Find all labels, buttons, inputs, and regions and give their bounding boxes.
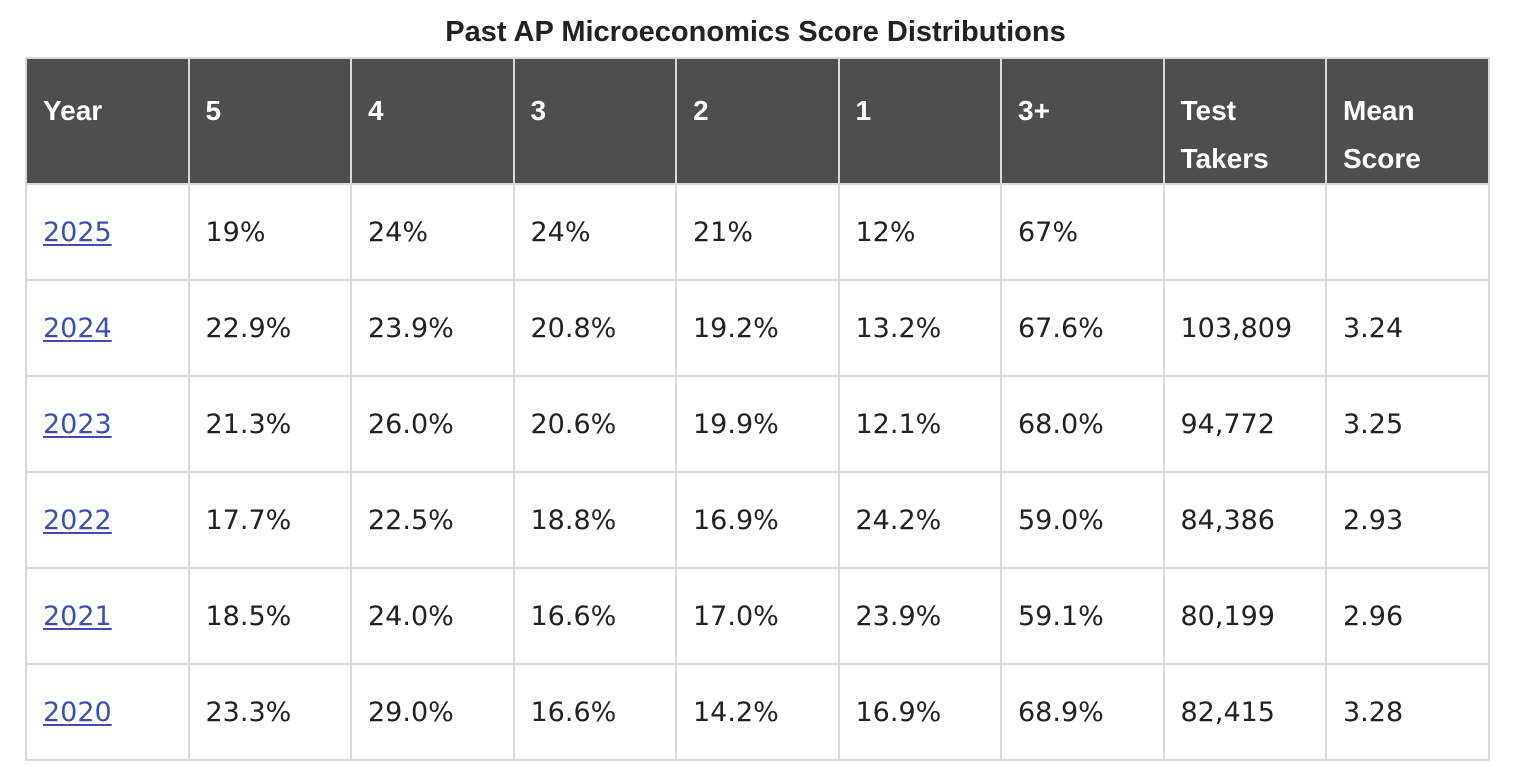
cell-score-2: 21%	[675, 183, 840, 281]
cell-test-takers: 80,199	[1162, 567, 1327, 665]
cell-score-3: 16.6%	[512, 567, 677, 665]
cell-score-5: 19%	[187, 183, 352, 281]
table-body: 2025 19% 24% 24% 21% 12% 67% 2024 22.9% 23.9% 20.8…	[25, 183, 1490, 761]
cell-year: 2020	[25, 663, 190, 761]
cell-test-takers: 94,772	[1162, 375, 1327, 473]
cell-mean-score: 3.25	[1325, 375, 1490, 473]
column-header-score-5: 5	[187, 57, 352, 185]
cell-score-5: 21.3%	[187, 375, 352, 473]
cell-test-takers	[1162, 183, 1327, 281]
column-header-year: Year	[25, 57, 190, 185]
year-link[interactable]: 2024	[43, 312, 112, 344]
table-row: 2023 21.3% 26.0% 20.6% 19.9% 12.1% 68.0% 94,772…	[25, 375, 1490, 473]
table-header-row: Year 5 4 3 2 1 3+ Test Takers Mean Score	[25, 57, 1490, 185]
cell-year: 2024	[25, 279, 190, 377]
cell-test-takers: 84,386	[1162, 471, 1327, 569]
cell-score-5: 22.9%	[187, 279, 352, 377]
table-title: Past AP Microeconomics Score Distributio…	[445, 16, 1066, 48]
cell-score-4: 22.5%	[350, 471, 515, 569]
year-link[interactable]: 2020	[43, 696, 112, 728]
cell-score-1: 24.2%	[837, 471, 1002, 569]
cell-score-1: 12%	[837, 183, 1002, 281]
column-header-score-4: 4	[350, 57, 515, 185]
cell-mean-score: 3.28	[1325, 663, 1490, 761]
year-link[interactable]: 2025	[43, 216, 112, 248]
cell-score-5: 23.3%	[187, 663, 352, 761]
year-link[interactable]: 2021	[43, 600, 112, 632]
cell-score-1: 12.1%	[837, 375, 1002, 473]
cell-score-4: 23.9%	[350, 279, 515, 377]
cell-score-2: 19.9%	[675, 375, 840, 473]
cell-score-3: 20.8%	[512, 279, 677, 377]
cell-score-2: 17.0%	[675, 567, 840, 665]
cell-score-3: 18.8%	[512, 471, 677, 569]
cell-score-2: 19.2%	[675, 279, 840, 377]
cell-score-2: 14.2%	[675, 663, 840, 761]
table-row: 2022 17.7% 22.5% 18.8% 16.9% 24.2% 59.0% 84,386…	[25, 471, 1490, 569]
year-link[interactable]: 2022	[43, 504, 112, 536]
column-header-score-3: 3	[512, 57, 677, 185]
column-header-score-1: 1	[837, 57, 1002, 185]
cell-score-4: 26.0%	[350, 375, 515, 473]
cell-score-1: 23.9%	[837, 567, 1002, 665]
cell-score-4: 24.0%	[350, 567, 515, 665]
cell-year: 2021	[25, 567, 190, 665]
cell-score-1: 13.2%	[837, 279, 1002, 377]
cell-year: 2025	[25, 183, 190, 281]
column-header-3-plus: 3+	[1000, 57, 1165, 185]
cell-score-1: 16.9%	[837, 663, 1002, 761]
cell-score-3: 20.6%	[512, 375, 677, 473]
cell-score-4: 29.0%	[350, 663, 515, 761]
cell-test-takers: 82,415	[1162, 663, 1327, 761]
table-row: 2024 22.9% 23.9% 20.8% 19.2% 13.2% 67.6% 103,80…	[25, 279, 1490, 377]
cell-score-3: 24%	[512, 183, 677, 281]
cell-three-plus: 68.9%	[1000, 663, 1165, 761]
cell-score-3: 16.6%	[512, 663, 677, 761]
table-row: 2020 23.3% 29.0% 16.6% 14.2% 16.9% 68.9% 82,415…	[25, 663, 1490, 761]
cell-score-5: 17.7%	[187, 471, 352, 569]
cell-year: 2023	[25, 375, 190, 473]
column-header-mean-score: Mean Score	[1325, 57, 1490, 185]
cell-mean-score: 2.93	[1325, 471, 1490, 569]
table-row: 2025 19% 24% 24% 21% 12% 67%	[25, 183, 1490, 281]
cell-three-plus: 67.6%	[1000, 279, 1165, 377]
cell-score-2: 16.9%	[675, 471, 840, 569]
cell-three-plus: 67%	[1000, 183, 1165, 281]
cell-mean-score	[1325, 183, 1490, 281]
cell-score-4: 24%	[350, 183, 515, 281]
column-header-test-takers: Test Takers	[1162, 57, 1327, 185]
cell-score-5: 18.5%	[187, 567, 352, 665]
score-distribution-table: Year 5 4 3 2 1 3+ Test Takers Mean Score…	[25, 57, 1490, 761]
cell-three-plus: 59.1%	[1000, 567, 1165, 665]
cell-three-plus: 59.0%	[1000, 471, 1165, 569]
cell-mean-score: 3.24	[1325, 279, 1490, 377]
table-row: 2021 18.5% 24.0% 16.6% 17.0% 23.9% 59.1% 80,199…	[25, 567, 1490, 665]
cell-three-plus: 68.0%	[1000, 375, 1165, 473]
cell-mean-score: 2.96	[1325, 567, 1490, 665]
cell-test-takers: 103,809	[1162, 279, 1327, 377]
column-header-score-2: 2	[675, 57, 840, 185]
year-link[interactable]: 2023	[43, 408, 112, 440]
cell-year: 2022	[25, 471, 190, 569]
